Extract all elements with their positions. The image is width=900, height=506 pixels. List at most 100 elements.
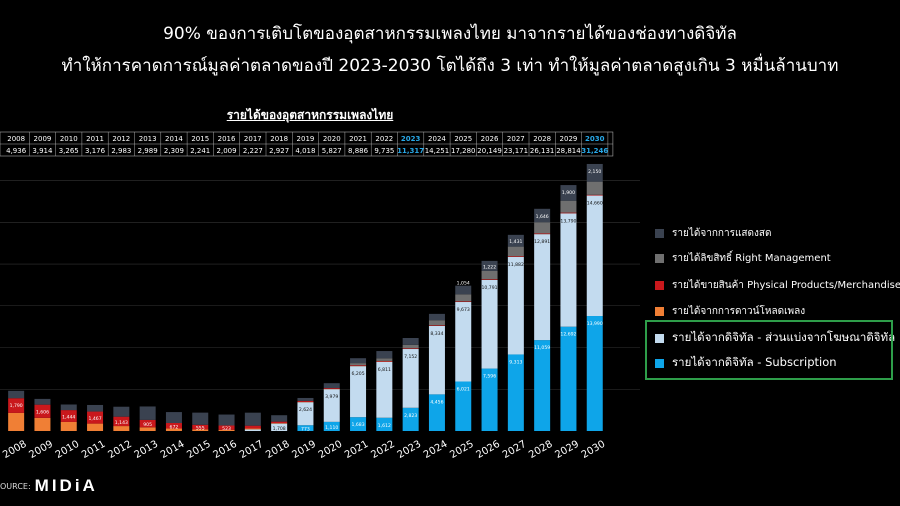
bar-segment-physical — [8, 398, 25, 413]
bar-segment-download — [8, 412, 25, 431]
table-total-value: 17,280 — [451, 147, 476, 155]
table-year-label: 2023 — [401, 135, 421, 143]
x-tick-label: 2008 — [1, 439, 29, 461]
x-tick-label: 2022 — [369, 439, 397, 461]
bar-segment-physical — [87, 411, 104, 424]
bar-segment-ad_supported — [376, 361, 393, 418]
bar-segment-live — [60, 404, 77, 411]
bar-data-label: 672 — [170, 424, 179, 430]
bar-segment-subscription — [428, 394, 445, 431]
bar-segment-subscription — [481, 368, 498, 431]
table-year-label: 2022 — [375, 135, 393, 143]
x-tick-label: 2015 — [185, 439, 213, 461]
bar-segment-ad_supported — [455, 302, 472, 382]
x-tick-label: 2012 — [106, 439, 134, 461]
bar-segment-physical — [113, 416, 130, 427]
x-tick-label: 2026 — [475, 439, 503, 461]
bar-segment-live — [271, 415, 288, 422]
bar-data-label: 1,900 — [562, 190, 575, 196]
bar-data-label: 12,692 — [560, 332, 576, 338]
table-total-value: 5,827 — [322, 147, 342, 155]
bar-segment-subscription — [560, 326, 577, 431]
bar-data-label: 7,596 — [483, 374, 496, 380]
bar-segment-live — [534, 208, 551, 223]
table-total-value: 2,009 — [217, 147, 237, 155]
bar-segment-physical — [323, 388, 340, 389]
table-total-value: 4,018 — [295, 147, 315, 155]
bar-segment-ad_supported — [244, 429, 261, 431]
bar-segment-live — [218, 414, 235, 426]
x-tick-label: 2029 — [553, 439, 581, 461]
bar-segment-live — [192, 412, 209, 425]
legend-label: รายได้จากดิจิทัล - Subscription — [672, 355, 837, 369]
table-total-value: 2,983 — [111, 147, 131, 155]
table-year-label: 2017 — [244, 135, 262, 143]
table-year-label: 2012 — [112, 135, 130, 143]
legend-label: รายได้ลิขสิทธิ์ Right Management — [672, 252, 831, 264]
x-tick-label: 2024 — [422, 439, 450, 461]
bar-data-label: 6,205 — [351, 371, 364, 377]
bar-segment-live — [87, 404, 104, 412]
bar-data-label: 1,222 — [483, 264, 496, 270]
bar-segment-physical — [455, 301, 472, 302]
bar-segment-physical — [60, 410, 77, 422]
bar-segment-live — [402, 338, 419, 345]
table-year-label: 2024 — [428, 135, 446, 143]
x-tick-label: 2027 — [501, 439, 529, 461]
bar-data-label: 10,791 — [482, 285, 498, 291]
legend-swatch — [655, 358, 664, 368]
bar-segment-physical — [402, 348, 419, 349]
bar-data-label: 1,143 — [115, 420, 128, 426]
bar-segment-ad_supported — [428, 325, 445, 395]
legend-item-download: รายได้จากการดาวน์โหลดเพลง — [655, 300, 895, 322]
bar-segment-rights — [455, 294, 472, 302]
table-year-label: 2021 — [349, 135, 367, 143]
bar-segment-subscription — [402, 407, 419, 431]
bar-data-label: 1,444 — [62, 415, 75, 421]
bar-data-label: 9,673 — [457, 307, 470, 313]
table-total-value: 3,265 — [59, 147, 79, 155]
table-total-value: 3,176 — [85, 147, 106, 155]
bar-segment-live — [139, 406, 156, 420]
bar-segment-download — [139, 427, 156, 431]
bar-data-label: 12,891 — [534, 239, 550, 245]
bar-segment-physical — [165, 423, 182, 429]
table-year-label: 2030 — [585, 135, 605, 143]
bar-segment-live — [376, 351, 393, 359]
table-total-value: 26,131 — [530, 147, 555, 155]
bar-segment-rights — [586, 181, 603, 195]
bar-segment-download — [244, 428, 261, 430]
bar-data-label: 14,660 — [587, 201, 603, 207]
bar-data-label: 905 — [143, 422, 152, 428]
table-total-value: 2,989 — [138, 147, 158, 155]
legend-swatch — [655, 253, 664, 263]
legend-swatch — [655, 333, 664, 343]
bar-segment-ad_supported — [586, 195, 603, 317]
table-year-label: 2016 — [218, 135, 236, 143]
legend-swatch — [655, 306, 664, 316]
bar-segment-ad_supported — [560, 213, 577, 327]
bar-segment-rights — [507, 246, 524, 257]
bar-segment-rights — [376, 358, 393, 361]
x-tick-label: 2018 — [264, 439, 292, 461]
bar-segment-download — [192, 429, 209, 431]
bar-segment-live — [350, 358, 367, 364]
bar-segment-ad_supported — [323, 389, 340, 422]
table-year-label: 2028 — [533, 135, 551, 143]
headline-line-1: 90% ของการเติบโตของอุตสาหกรรมเพลงไทย มาจ… — [163, 24, 737, 44]
bar-segment-live — [297, 397, 314, 401]
source-credit: OURCE: MIDiA — [0, 476, 98, 496]
bar-data-label: 1,612 — [378, 423, 391, 429]
table-total-value: 23,171 — [504, 147, 529, 155]
x-tick-label: 2019 — [290, 439, 318, 461]
table-year-label: 2009 — [34, 135, 52, 143]
x-tick-label: 2020 — [317, 439, 345, 461]
bar-segment-live — [244, 412, 261, 426]
legend-swatch — [655, 280, 664, 290]
bar-segment-live — [455, 285, 472, 295]
bar-data-label: 1,606 — [36, 410, 49, 416]
bar-segment-live — [560, 185, 577, 201]
table-year-label: 2013 — [139, 135, 157, 143]
bar-data-label: 1,646 — [536, 214, 549, 220]
